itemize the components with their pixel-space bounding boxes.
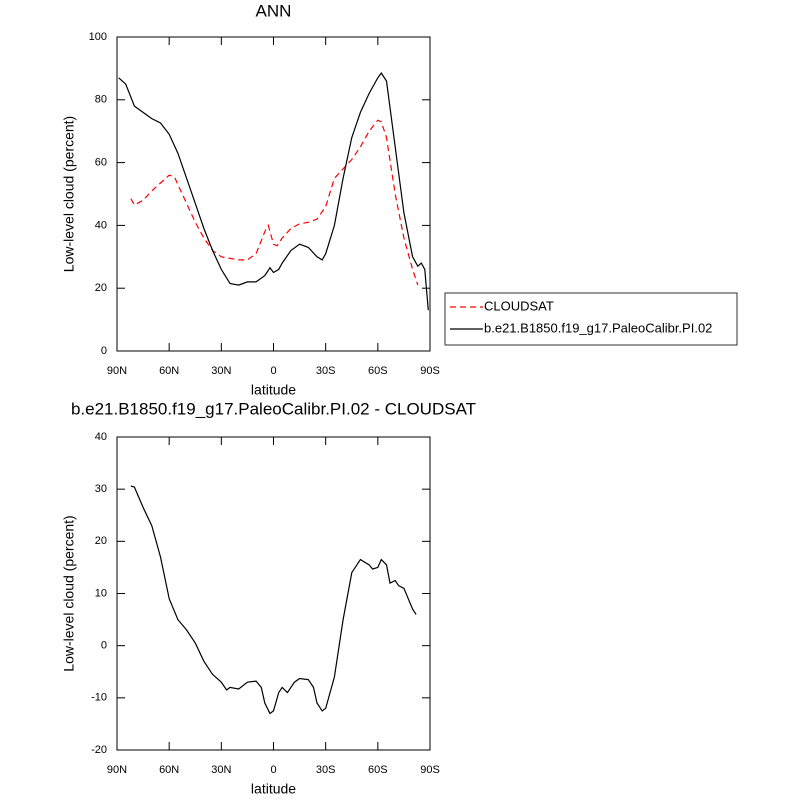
data-line [130,119,419,286]
data-line [118,72,429,311]
chart-title: ANN [256,1,292,20]
x-tick-label: 90S [420,365,440,377]
x-tick-label: 90N [107,764,127,776]
x-tick-label: 30N [211,365,231,377]
chart-title: b.e21.B1850.f19_g17.PaleoCalibr.PI.02 - … [71,399,476,418]
x-tick-label: 30S [316,764,336,776]
data-line [130,485,417,715]
y-tick-label: -20 [91,744,107,756]
legend-label: b.e21.B1850.f19_g17.PaleoCalibr.PI.02 [484,320,712,335]
y-tick-label: 80 [95,94,107,106]
y-tick-label: 0 [101,640,107,652]
legend-box [444,292,738,346]
x-tick-label: 0 [270,764,276,776]
y-tick-label: 20 [95,535,107,547]
x-tick-label: 30S [316,365,336,377]
x-tick-label: 90N [107,365,127,377]
x-axis-label: latitude [251,382,296,398]
y-tick-label: 20 [95,282,107,294]
y-tick-label: 30 [95,483,107,495]
y-tick-label: 40 [95,219,107,231]
x-axis-label: latitude [251,781,296,797]
x-tick-label: 60N [159,764,179,776]
y-tick-label: 40 [95,431,107,443]
plot-frame [116,436,431,751]
x-tick-label: 30N [211,764,231,776]
y-tick-label: -10 [91,692,107,704]
y-tick-label: 10 [95,587,107,599]
x-tick-label: 60S [368,764,388,776]
plot-frame [116,36,431,352]
y-axis-label: Low-level cloud (percent) [61,116,77,272]
y-axis-label: Low-level cloud (percent) [61,515,77,671]
y-tick-label: 0 [101,345,107,357]
y-tick-label: 60 [95,157,107,169]
legend-label: CLOUDSAT [484,298,554,313]
x-tick-label: 0 [270,365,276,377]
x-tick-label: 60N [159,365,179,377]
x-tick-label: 90S [420,764,440,776]
y-tick-label: 100 [89,31,107,43]
x-tick-label: 60S [368,365,388,377]
